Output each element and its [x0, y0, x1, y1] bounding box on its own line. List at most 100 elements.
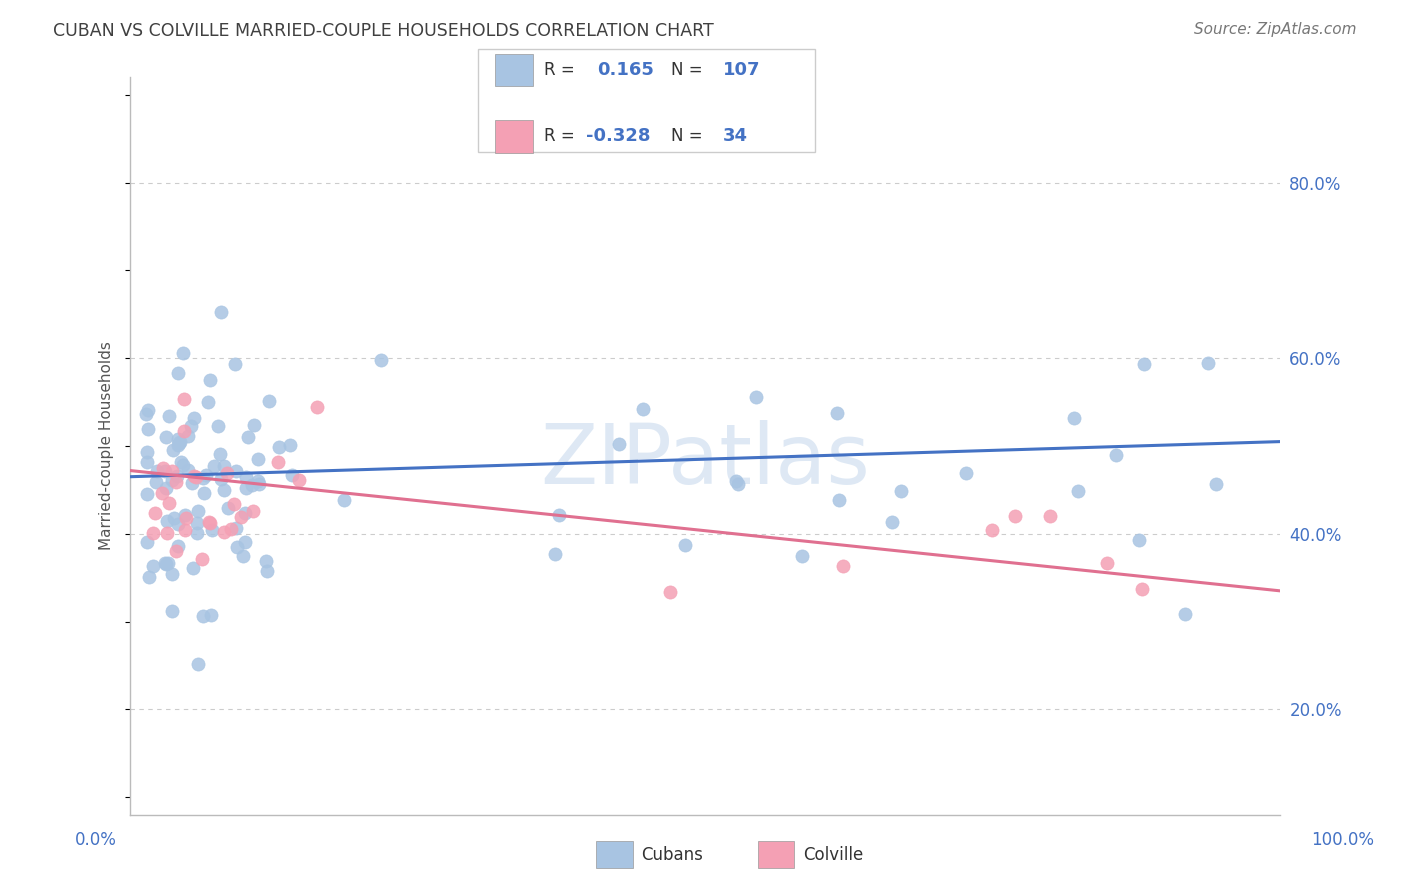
Point — [143, 506, 166, 520]
Point — [370, 352, 392, 367]
Text: 34: 34 — [723, 128, 748, 145]
Point — [202, 458, 225, 473]
Point — [254, 554, 277, 568]
Point — [155, 464, 177, 478]
Point — [157, 557, 180, 571]
Point — [727, 477, 749, 491]
Point — [160, 464, 183, 478]
Point — [225, 464, 247, 478]
Point — [225, 540, 247, 554]
Point — [221, 522, 243, 536]
Point — [193, 486, 215, 500]
Point — [180, 419, 202, 434]
Point — [156, 514, 179, 528]
Point — [267, 441, 290, 455]
Point — [167, 367, 190, 381]
Point — [215, 466, 238, 480]
Point — [190, 551, 212, 566]
Point — [242, 478, 264, 492]
Point — [217, 501, 239, 516]
Point — [146, 464, 169, 478]
Point — [256, 564, 278, 578]
Point — [631, 401, 654, 416]
Text: N =: N = — [671, 61, 707, 78]
Point — [166, 469, 188, 483]
Point — [1039, 509, 1062, 524]
Point — [235, 481, 257, 495]
Point — [1132, 357, 1154, 371]
Point — [183, 410, 205, 425]
Point — [155, 556, 177, 570]
Text: R =: R = — [544, 128, 581, 145]
Point — [1095, 556, 1118, 570]
Point — [135, 445, 157, 459]
Point — [333, 493, 356, 508]
Point — [198, 516, 221, 530]
Point — [155, 557, 177, 571]
Point — [177, 463, 200, 477]
Point — [155, 481, 177, 495]
Point — [136, 402, 159, 417]
Point — [172, 458, 194, 473]
Point — [247, 474, 270, 488]
Point — [160, 473, 183, 487]
Point — [209, 447, 232, 461]
Point — [212, 483, 235, 497]
Point — [307, 401, 329, 415]
Point — [831, 559, 853, 574]
Text: CUBAN VS COLVILLE MARRIED-COUPLE HOUSEHOLDS CORRELATION CHART: CUBAN VS COLVILLE MARRIED-COUPLE HOUSEHO… — [53, 22, 714, 40]
Point — [247, 451, 270, 466]
Point — [659, 585, 682, 599]
Point — [1205, 477, 1227, 491]
Text: ZIPatlas: ZIPatlas — [540, 420, 870, 501]
Point — [745, 390, 768, 404]
Point — [222, 497, 245, 511]
Point — [212, 524, 235, 539]
Point — [235, 470, 257, 484]
Point — [201, 523, 224, 537]
Point — [186, 525, 208, 540]
Point — [156, 525, 179, 540]
Point — [165, 544, 187, 558]
Point — [138, 570, 160, 584]
Point — [135, 534, 157, 549]
Point — [170, 454, 193, 468]
Point — [173, 392, 195, 406]
Point — [187, 504, 209, 518]
Point — [135, 487, 157, 501]
Point — [981, 523, 1004, 537]
Point — [238, 430, 260, 444]
Point — [1128, 533, 1150, 547]
Point — [181, 561, 204, 575]
Point — [162, 442, 184, 457]
Point — [229, 509, 252, 524]
Point — [880, 515, 903, 529]
Y-axis label: Married-couple Households: Married-couple Households — [100, 342, 114, 550]
Point — [790, 549, 813, 563]
Point — [1105, 448, 1128, 462]
Point — [167, 516, 190, 531]
Point — [180, 475, 202, 490]
Point — [548, 508, 571, 522]
Point — [209, 305, 232, 319]
Point — [247, 476, 270, 491]
Point — [177, 429, 200, 443]
Point — [1130, 582, 1153, 596]
Point — [166, 540, 188, 554]
Point — [207, 418, 229, 433]
Point — [184, 469, 207, 483]
Point — [163, 510, 186, 524]
Point — [890, 483, 912, 498]
Point — [725, 474, 748, 488]
Point — [191, 608, 214, 623]
Point — [1174, 607, 1197, 621]
Point — [194, 468, 217, 483]
Point — [145, 475, 167, 489]
Point — [152, 460, 174, 475]
Point — [673, 538, 696, 552]
Point — [191, 471, 214, 485]
Point — [544, 547, 567, 561]
Point — [162, 604, 184, 618]
Point — [173, 424, 195, 438]
Point — [281, 467, 304, 482]
